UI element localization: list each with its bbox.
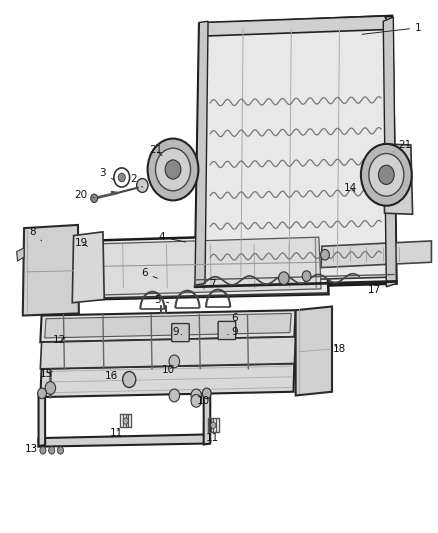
Text: 4: 4 bbox=[159, 232, 186, 242]
Circle shape bbox=[369, 154, 404, 196]
Polygon shape bbox=[90, 237, 321, 295]
Text: 5: 5 bbox=[154, 295, 169, 304]
Circle shape bbox=[49, 447, 55, 454]
Text: 11: 11 bbox=[206, 433, 219, 443]
Circle shape bbox=[123, 372, 136, 387]
Text: 21: 21 bbox=[149, 146, 162, 156]
Circle shape bbox=[118, 173, 125, 182]
Polygon shape bbox=[39, 434, 209, 447]
Polygon shape bbox=[40, 364, 294, 397]
Text: 16: 16 bbox=[105, 371, 118, 381]
Text: 1: 1 bbox=[362, 23, 422, 34]
Text: 21: 21 bbox=[393, 140, 412, 152]
Text: 6: 6 bbox=[141, 268, 157, 278]
Text: 8: 8 bbox=[29, 227, 42, 241]
Polygon shape bbox=[195, 16, 396, 289]
Text: 18: 18 bbox=[333, 344, 346, 354]
Polygon shape bbox=[296, 306, 332, 395]
Circle shape bbox=[302, 271, 311, 281]
Text: 2: 2 bbox=[130, 174, 142, 187]
Circle shape bbox=[191, 389, 201, 402]
Circle shape bbox=[202, 388, 211, 399]
Circle shape bbox=[57, 447, 64, 454]
Circle shape bbox=[148, 139, 198, 200]
Circle shape bbox=[191, 394, 201, 407]
Text: 17: 17 bbox=[368, 286, 381, 295]
Polygon shape bbox=[383, 144, 413, 214]
Polygon shape bbox=[81, 233, 328, 300]
Circle shape bbox=[123, 418, 128, 424]
FancyBboxPatch shape bbox=[172, 324, 189, 342]
Polygon shape bbox=[195, 21, 208, 285]
Circle shape bbox=[169, 389, 180, 402]
Text: 10: 10 bbox=[197, 396, 210, 406]
Circle shape bbox=[169, 355, 180, 368]
Text: 19: 19 bbox=[74, 238, 88, 247]
Text: 15: 15 bbox=[39, 369, 53, 379]
Text: 12: 12 bbox=[53, 335, 66, 345]
Circle shape bbox=[137, 179, 148, 192]
Circle shape bbox=[321, 249, 329, 260]
Circle shape bbox=[155, 148, 191, 191]
Polygon shape bbox=[321, 241, 431, 268]
Polygon shape bbox=[23, 225, 79, 316]
Text: 11: 11 bbox=[110, 428, 123, 438]
Text: 6: 6 bbox=[226, 312, 238, 323]
Polygon shape bbox=[72, 232, 104, 303]
Polygon shape bbox=[383, 17, 396, 287]
Circle shape bbox=[279, 272, 289, 285]
Circle shape bbox=[40, 447, 46, 454]
Polygon shape bbox=[40, 310, 296, 342]
Polygon shape bbox=[39, 393, 45, 446]
Text: 9: 9 bbox=[172, 327, 182, 336]
Circle shape bbox=[38, 388, 46, 399]
Text: 3: 3 bbox=[99, 168, 114, 180]
Polygon shape bbox=[202, 22, 389, 282]
Polygon shape bbox=[45, 313, 291, 338]
Text: 14: 14 bbox=[344, 183, 357, 192]
Circle shape bbox=[165, 160, 181, 179]
Polygon shape bbox=[40, 337, 296, 369]
Circle shape bbox=[45, 382, 56, 394]
Text: 13: 13 bbox=[25, 444, 38, 454]
Circle shape bbox=[114, 168, 130, 187]
FancyBboxPatch shape bbox=[218, 321, 236, 340]
Text: 9: 9 bbox=[228, 327, 238, 336]
Circle shape bbox=[378, 165, 394, 184]
Text: 10: 10 bbox=[162, 366, 175, 375]
Text: 7: 7 bbox=[204, 279, 216, 289]
Polygon shape bbox=[17, 248, 24, 261]
Circle shape bbox=[361, 144, 412, 206]
Circle shape bbox=[211, 422, 216, 429]
Circle shape bbox=[91, 194, 98, 203]
Polygon shape bbox=[204, 392, 210, 445]
Polygon shape bbox=[199, 16, 392, 36]
Text: 20: 20 bbox=[74, 190, 94, 199]
